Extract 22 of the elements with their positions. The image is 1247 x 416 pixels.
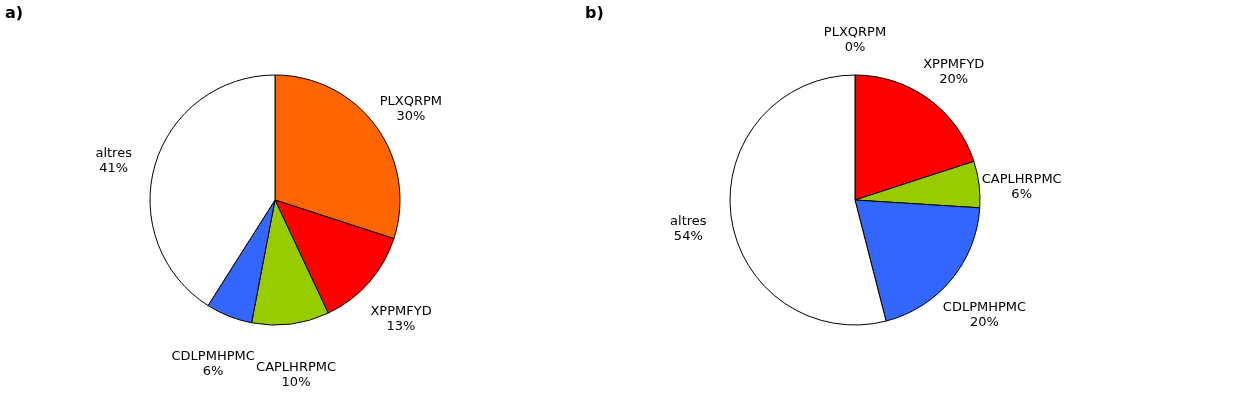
data-label: 6%	[1011, 185, 1032, 201]
data-label: 41%	[99, 160, 129, 176]
slice-label: PLXQRPM	[379, 93, 443, 109]
slice-label: altres	[95, 145, 133, 161]
data-label: 20%	[969, 314, 999, 330]
chart-title: a)	[5, 3, 24, 22]
slice-label: XPPMFYD	[923, 56, 985, 72]
slice-label: CDLPMHPMC	[942, 299, 1027, 315]
data-label: 13%	[386, 318, 416, 334]
data-label: 30%	[396, 108, 426, 124]
slice-label: CAPLHRPMC	[981, 170, 1062, 186]
category-label: PLXQRPM	[823, 24, 887, 39]
text: 0%	[844, 39, 866, 54]
data-label: 10%	[281, 373, 311, 389]
data-label: 54%	[673, 228, 703, 244]
slice-label: altres	[670, 213, 707, 229]
data-label: 20%	[939, 71, 969, 87]
data-label: 6%	[202, 363, 224, 379]
slice-label: CDLPMHPMC	[171, 348, 255, 364]
slice-label: CAPLHRPMC	[256, 358, 337, 374]
chart-title: b)	[585, 3, 604, 22]
slice-label: XPPMFYD	[370, 303, 432, 319]
